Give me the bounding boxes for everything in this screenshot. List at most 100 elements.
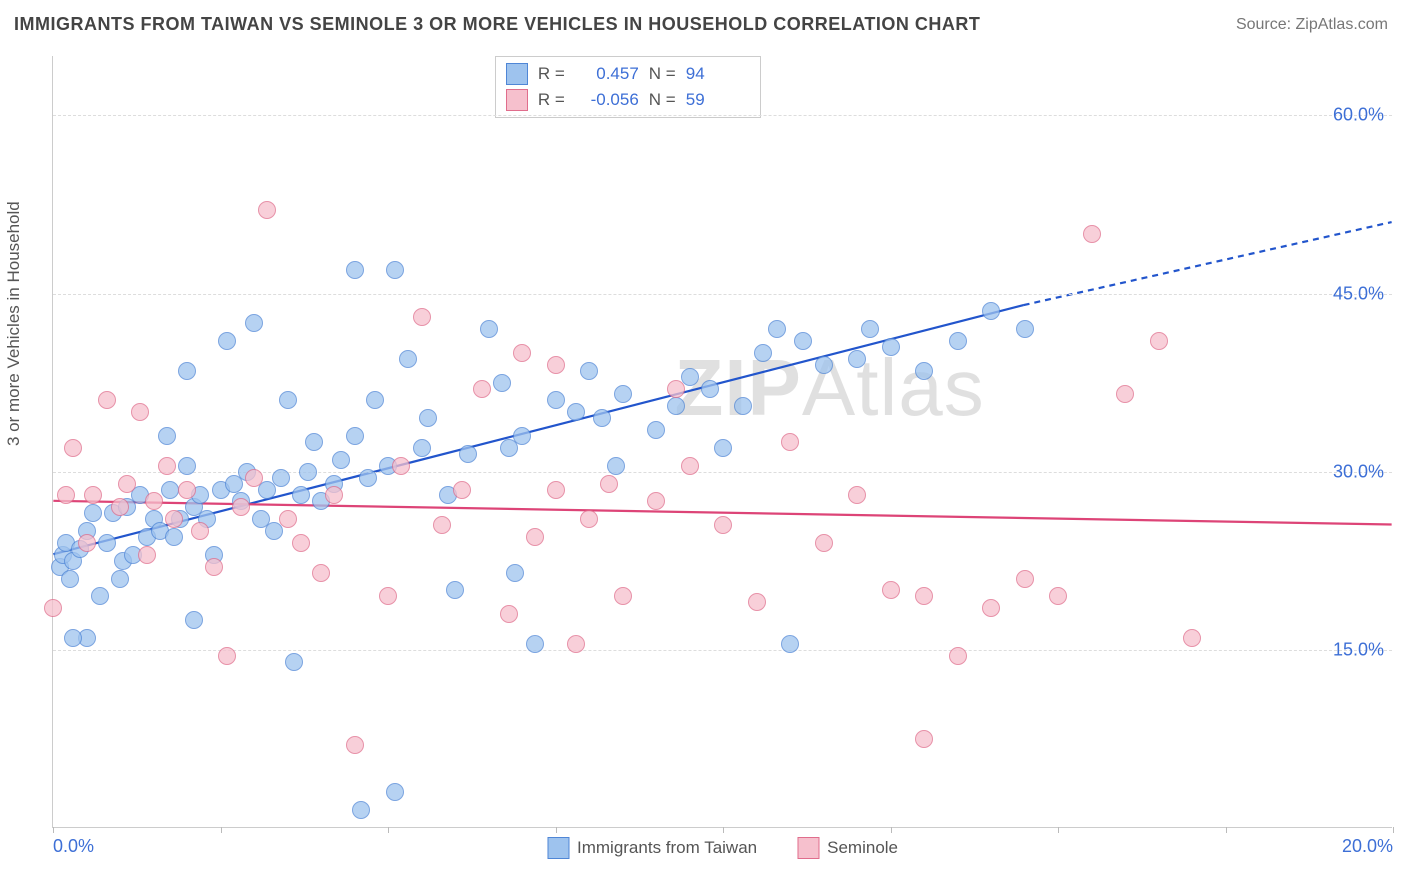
x-tick	[1393, 827, 1394, 833]
data-point	[915, 730, 933, 748]
data-point	[781, 635, 799, 653]
data-point	[185, 611, 203, 629]
data-point	[848, 350, 866, 368]
data-point	[513, 344, 531, 362]
data-point	[312, 564, 330, 582]
x-tick	[723, 827, 724, 833]
data-point	[111, 570, 129, 588]
data-point	[413, 439, 431, 457]
data-point	[949, 647, 967, 665]
data-point	[392, 457, 410, 475]
data-point	[205, 558, 223, 576]
data-point	[667, 380, 685, 398]
data-point	[1016, 320, 1034, 338]
plot-area: ZIPAtlas R = 0.457 N = 94 R = -0.056 N =…	[52, 56, 1392, 828]
r-label: R =	[538, 90, 565, 110]
data-point	[57, 486, 75, 504]
data-point	[500, 605, 518, 623]
data-point	[1083, 225, 1101, 243]
data-point	[366, 391, 384, 409]
data-point	[614, 587, 632, 605]
data-point	[600, 475, 618, 493]
data-point	[580, 510, 598, 528]
data-point	[346, 427, 364, 445]
data-point	[459, 445, 477, 463]
data-point	[84, 504, 102, 522]
data-point	[915, 587, 933, 605]
data-point	[480, 320, 498, 338]
data-point	[118, 475, 136, 493]
data-point	[111, 498, 129, 516]
legend-series: Immigrants from Taiwan Seminole	[547, 837, 898, 859]
n-label: N =	[649, 90, 676, 110]
data-point	[419, 409, 437, 427]
data-point	[386, 783, 404, 801]
x-tick	[1058, 827, 1059, 833]
data-point	[781, 433, 799, 451]
data-point	[325, 486, 343, 504]
data-point	[547, 356, 565, 374]
data-point	[453, 481, 471, 499]
watermark-zip: ZIP	[674, 343, 801, 432]
data-point	[279, 510, 297, 528]
swatch-icon	[797, 837, 819, 859]
data-point	[1183, 629, 1201, 647]
data-point	[158, 427, 176, 445]
data-point	[433, 516, 451, 534]
legend-row: R = -0.056 N = 59	[506, 87, 750, 113]
data-point	[305, 433, 323, 451]
data-point	[506, 564, 524, 582]
data-point	[794, 332, 812, 350]
x-tick-label: 0.0%	[53, 836, 94, 857]
data-point	[379, 587, 397, 605]
data-point	[44, 599, 62, 617]
data-point	[218, 647, 236, 665]
data-point	[359, 469, 377, 487]
gridline	[53, 115, 1392, 116]
y-tick-label: 15.0%	[1333, 639, 1384, 660]
data-point	[580, 362, 598, 380]
series-name: Immigrants from Taiwan	[577, 838, 757, 858]
data-point	[513, 427, 531, 445]
data-point	[567, 403, 585, 421]
data-point	[64, 439, 82, 457]
data-point	[614, 385, 632, 403]
data-point	[714, 439, 732, 457]
data-point	[882, 338, 900, 356]
data-point	[245, 469, 263, 487]
data-point	[681, 457, 699, 475]
data-point	[285, 653, 303, 671]
legend-row: R = 0.457 N = 94	[506, 61, 750, 87]
data-point	[178, 457, 196, 475]
data-point	[98, 534, 116, 552]
data-point	[161, 481, 179, 499]
y-tick-label: 30.0%	[1333, 461, 1384, 482]
data-point	[1049, 587, 1067, 605]
data-point	[526, 635, 544, 653]
swatch-icon	[506, 89, 528, 111]
data-point	[292, 534, 310, 552]
data-point	[158, 457, 176, 475]
swatch-icon	[506, 63, 528, 85]
data-point	[84, 486, 102, 504]
data-point	[1150, 332, 1168, 350]
n-label: N =	[649, 64, 676, 84]
data-point	[915, 362, 933, 380]
data-point	[399, 350, 417, 368]
data-point	[61, 570, 79, 588]
data-point	[982, 302, 1000, 320]
data-point	[446, 581, 464, 599]
data-point	[861, 320, 879, 338]
x-tick	[556, 827, 557, 833]
x-tick-label: 20.0%	[1342, 836, 1393, 857]
data-point	[667, 397, 685, 415]
y-tick-label: 45.0%	[1333, 283, 1384, 304]
data-point	[131, 403, 149, 421]
data-point	[98, 391, 116, 409]
data-point	[815, 534, 833, 552]
data-point	[178, 481, 196, 499]
data-point	[1016, 570, 1034, 588]
data-point	[145, 492, 163, 510]
data-point	[567, 635, 585, 653]
watermark-atlas: Atlas	[802, 343, 985, 432]
